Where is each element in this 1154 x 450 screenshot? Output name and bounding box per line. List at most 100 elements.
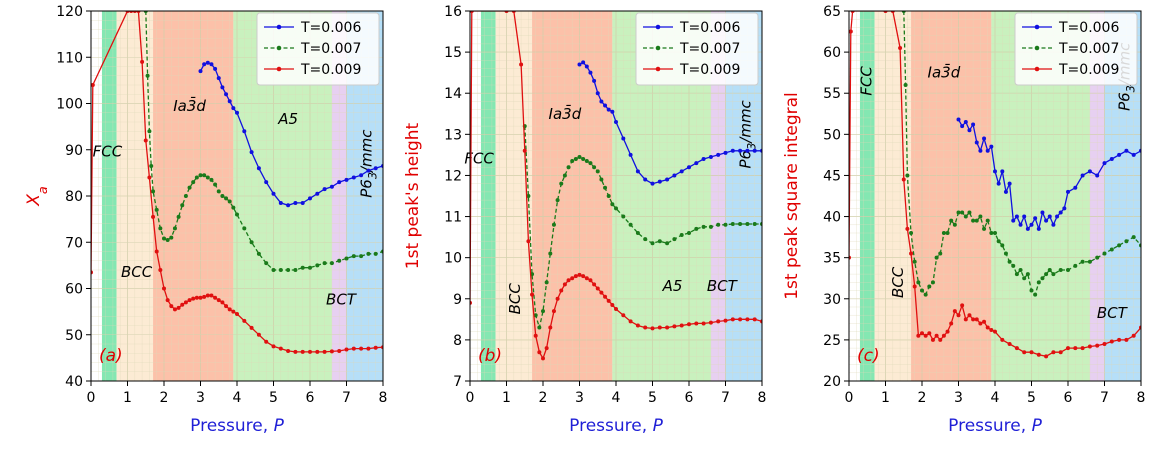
data-point: [730, 148, 735, 153]
data-point: [595, 169, 600, 174]
data-point: [151, 189, 156, 194]
data-point: [91, 83, 95, 87]
data-point: [967, 313, 972, 318]
data-point: [930, 280, 935, 285]
region-label-fcc: FCC: [858, 66, 876, 96]
data-point: [1036, 352, 1041, 357]
data-point: [595, 91, 600, 96]
data-point: [308, 196, 312, 201]
data-point: [723, 318, 728, 323]
legend-marker: [655, 45, 661, 51]
data-point: [537, 325, 542, 330]
data-point: [628, 152, 633, 157]
data-point: [694, 321, 699, 326]
y-axis-label: 1st peak's height: [403, 122, 423, 269]
data-point: [1000, 243, 1005, 248]
data-point: [1044, 218, 1049, 223]
data-point: [176, 305, 181, 310]
data-point: [1014, 214, 1019, 219]
data-point: [1044, 354, 1049, 359]
data-point: [938, 337, 943, 342]
data-point: [752, 317, 757, 322]
data-point: [1047, 214, 1052, 219]
data-point: [573, 274, 578, 279]
data-point: [286, 203, 291, 208]
panel-label: (a): [99, 346, 123, 366]
data-point: [665, 177, 670, 182]
data-point: [1124, 148, 1129, 153]
data-point: [978, 148, 983, 153]
data-point: [938, 251, 943, 256]
data-point: [694, 161, 699, 166]
data-point: [562, 173, 567, 178]
legend-marker: [1034, 45, 1040, 51]
x-tick-label: 4: [612, 390, 621, 406]
data-point: [738, 221, 743, 226]
y-tick-label: 40: [65, 374, 83, 390]
data-point: [614, 206, 618, 211]
region-label-bct: BCT: [707, 277, 739, 295]
data-point: [176, 214, 181, 219]
data-point: [905, 226, 910, 231]
data-point: [1066, 189, 1070, 194]
data-point: [708, 224, 713, 229]
data-point: [621, 214, 626, 219]
data-point: [1033, 292, 1038, 297]
data-point: [599, 99, 604, 104]
data-point: [172, 226, 177, 231]
data-point: [562, 282, 567, 287]
data-point: [231, 106, 236, 111]
data-point: [665, 241, 670, 246]
data-point: [1066, 268, 1070, 272]
data-point: [723, 222, 728, 227]
data-point: [249, 325, 254, 330]
x-tick-label: 4: [233, 390, 242, 406]
y-tick-label: 60: [823, 45, 841, 61]
data-point: [592, 78, 597, 83]
data-point: [145, 73, 150, 78]
data-point: [351, 175, 356, 180]
data-point: [606, 194, 611, 198]
region-label-ia3d: Ia3̄d: [549, 104, 582, 123]
data-point: [213, 66, 218, 71]
data-point: [1117, 337, 1122, 342]
data-point: [1022, 350, 1027, 355]
data-point: [351, 346, 356, 351]
y-axis-label: Xa: [24, 186, 51, 206]
legend-marker: [276, 24, 282, 30]
x-tick-label: 1: [881, 390, 890, 406]
series-group: [91, 11, 383, 354]
data-point: [1025, 226, 1030, 231]
data-point: [1124, 239, 1129, 244]
x-tick-label: 2: [918, 390, 927, 406]
data-point: [1073, 346, 1078, 351]
data-point: [1062, 206, 1067, 211]
data-point: [220, 194, 225, 198]
data-point: [209, 177, 214, 182]
data-point: [1007, 181, 1012, 186]
data-point: [916, 280, 921, 285]
data-point: [1000, 337, 1005, 342]
data-point: [592, 165, 597, 170]
data-point: [1036, 226, 1041, 231]
data-point: [963, 317, 968, 322]
region-label-p6-3-mmc: P63/mmc: [736, 99, 758, 168]
data-point: [993, 329, 997, 334]
data-point: [614, 120, 618, 124]
region-label-fcc: FCC: [464, 150, 494, 168]
data-point: [1080, 173, 1085, 178]
data-point: [985, 218, 990, 223]
data-point: [1066, 346, 1070, 351]
data-point: [198, 173, 203, 178]
data-point: [635, 323, 640, 328]
phase-region-band-0: [470, 11, 481, 381]
data-point: [898, 46, 903, 50]
data-point: [151, 214, 156, 219]
y-tick-label: 45: [823, 168, 841, 184]
data-point: [1000, 169, 1005, 174]
data-point: [960, 303, 965, 308]
data-point: [373, 166, 378, 171]
y-tick-label: 13: [444, 127, 462, 143]
data-point: [643, 325, 648, 330]
